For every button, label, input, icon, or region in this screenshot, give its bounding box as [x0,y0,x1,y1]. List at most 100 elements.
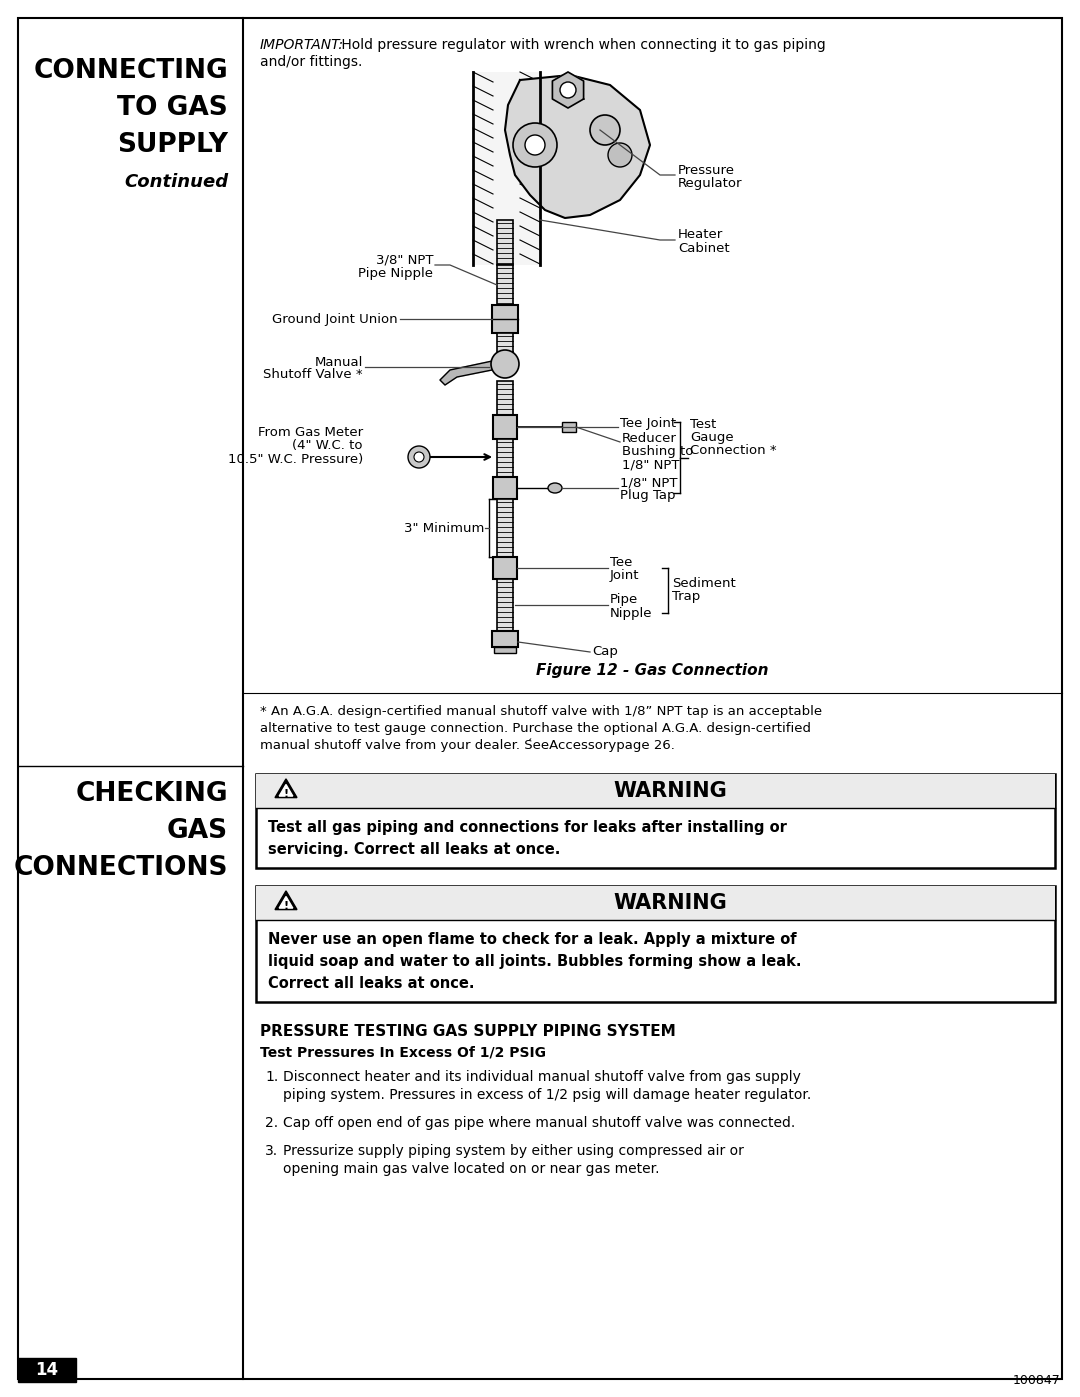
Circle shape [608,142,632,168]
Text: WARNING: WARNING [613,781,727,800]
Text: alternative to test gauge connection. Purchase the optional A.G.A. design-certif: alternative to test gauge connection. Pu… [260,722,811,735]
Text: Cap off open end of gas pipe where manual shutoff valve was connected.: Cap off open end of gas pipe where manua… [283,1116,795,1130]
Bar [497,578,513,631]
Text: Pressurize supply piping system by either using compressed air or: Pressurize supply piping system by eithe… [283,1144,744,1158]
Text: and/or fittings.: and/or fittings. [260,54,363,68]
Ellipse shape [548,483,562,493]
Text: CHECKING: CHECKING [76,781,228,807]
Bar [497,355,513,373]
Text: Nipple: Nipple [610,606,652,619]
Bar [494,647,516,652]
Bar [497,439,513,476]
Bar [256,774,1055,868]
Polygon shape [279,785,293,796]
Polygon shape [552,73,583,108]
Text: opening main gas valve located on or near gas meter.: opening main gas valve located on or nea… [283,1162,660,1176]
Text: Tee: Tee [610,556,633,570]
Bar [18,1358,76,1382]
Text: Joint: Joint [610,570,639,583]
Text: liquid soap and water to all joints. Bubbles forming show a leak.: liquid soap and water to all joints. Bub… [268,954,801,970]
Text: piping system. Pressures in excess of 1/2 psig will damage heater regulator.: piping system. Pressures in excess of 1/… [283,1088,811,1102]
Text: !: ! [283,789,288,799]
Text: 1.: 1. [265,1070,279,1084]
Circle shape [408,446,430,468]
Text: Bushing to: Bushing to [622,446,693,458]
Text: Manual: Manual [314,355,363,369]
Polygon shape [505,75,650,218]
Text: Trap: Trap [672,590,700,604]
Text: Connection *: Connection * [690,443,777,457]
Text: Pipe: Pipe [610,594,638,606]
Bar [497,332,513,355]
Text: Ground Joint Union: Ground Joint Union [272,313,399,326]
Polygon shape [275,780,297,798]
Text: Hold pressure regulator with wrench when connecting it to gas piping: Hold pressure regulator with wrench when… [337,38,826,52]
Text: Reducer: Reducer [622,433,677,446]
Text: Cabinet: Cabinet [678,242,730,254]
Text: From Gas Meter: From Gas Meter [258,426,363,440]
Text: Disconnect heater and its individual manual shutoff valve from gas supply: Disconnect heater and its individual man… [283,1070,801,1084]
Bar [492,631,518,647]
Circle shape [491,351,519,379]
Text: WARNING: WARNING [613,893,727,914]
Text: Pressure: Pressure [678,163,735,176]
Text: Test Pressures In Excess Of 1/2 PSIG: Test Pressures In Excess Of 1/2 PSIG [260,1046,546,1060]
Text: Correct all leaks at once.: Correct all leaks at once. [268,977,474,990]
Text: 2.: 2. [265,1116,279,1130]
Text: PRESSURE TESTING GAS SUPPLY PIPING SYSTEM: PRESSURE TESTING GAS SUPPLY PIPING SYSTE… [260,1024,676,1039]
Circle shape [561,82,576,98]
Bar [562,422,576,432]
Text: 10.5" W.C. Pressure): 10.5" W.C. Pressure) [228,453,363,465]
Text: Continued: Continued [124,173,228,191]
Text: 3" Minimum: 3" Minimum [404,521,484,535]
Text: Shutoff Valve *: Shutoff Valve * [264,369,363,381]
Text: 3/8" NPT: 3/8" NPT [376,253,433,267]
Text: GAS: GAS [167,819,228,844]
Text: * An A.G.A. design-certified manual shutoff valve with 1/8” NPT tap is an accept: * An A.G.A. design-certified manual shut… [260,705,822,718]
Text: Heater: Heater [678,229,724,242]
Text: Figure 12 - Gas Connection: Figure 12 - Gas Connection [537,664,769,679]
Text: Cap: Cap [592,645,618,658]
Bar [492,557,517,578]
Bar [492,415,517,439]
Text: Test all gas piping and connections for leaks after installing or: Test all gas piping and connections for … [268,820,787,835]
Circle shape [590,115,620,145]
Text: 100847: 100847 [1012,1373,1059,1386]
Text: Plug Tap: Plug Tap [620,489,675,503]
Text: Test: Test [690,418,716,430]
Text: Gauge: Gauge [690,430,733,443]
Circle shape [513,123,557,168]
Bar [256,774,1055,807]
Text: 1/8" NPT: 1/8" NPT [620,476,677,489]
Text: (4" W.C. to: (4" W.C. to [293,440,363,453]
Polygon shape [275,891,297,909]
Text: 1/8" NPT: 1/8" NPT [622,458,679,472]
Polygon shape [279,897,293,908]
Bar [492,305,518,332]
Text: CONNECTING: CONNECTING [33,59,228,84]
Bar [497,219,513,265]
Bar [256,886,1055,1002]
Text: Never use an open flame to check for a leak. Apply a mixture of: Never use an open flame to check for a l… [268,932,797,947]
Bar [473,73,540,265]
Text: Regulator: Regulator [678,176,743,190]
Text: servicing. Correct all leaks at once.: servicing. Correct all leaks at once. [268,842,561,856]
Bar [497,499,513,557]
Text: IMPORTANT:: IMPORTANT: [260,38,345,52]
Text: SUPPLY: SUPPLY [117,131,228,158]
Text: !: ! [283,901,288,911]
Polygon shape [440,360,497,386]
Bar [256,886,1055,921]
Text: TO GAS: TO GAS [118,95,228,122]
Text: Sediment: Sediment [672,577,735,590]
Text: manual shutoff valve from your dealer. ŚeeAccessorypage 26.: manual shutoff valve from your dealer. S… [260,739,675,753]
Text: Tee Joint: Tee Joint [620,416,676,429]
Text: 3.: 3. [265,1144,279,1158]
Circle shape [525,136,545,155]
Text: CONNECTIONS: CONNECTIONS [13,855,228,882]
Circle shape [414,453,424,462]
Bar [497,381,513,415]
Bar [492,476,517,499]
Text: 14: 14 [36,1361,58,1379]
Text: Pipe Nipple: Pipe Nipple [357,267,433,279]
